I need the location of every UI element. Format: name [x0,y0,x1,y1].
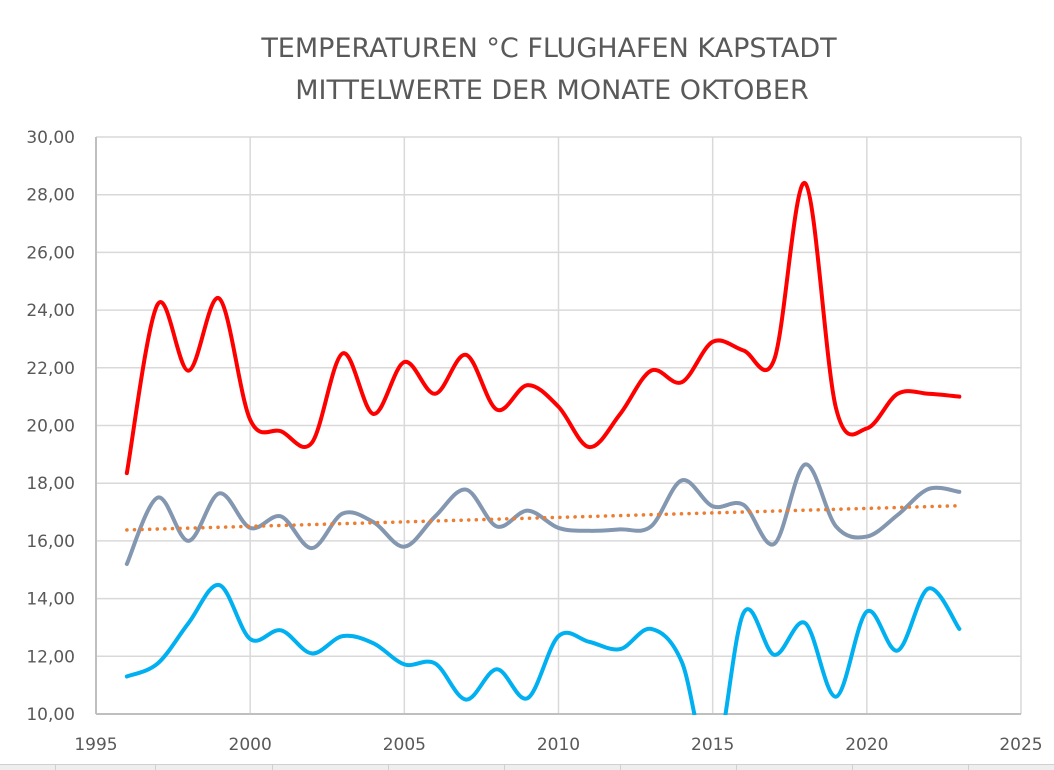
y-tick-label: 22,00 [26,359,75,379]
gridlines [96,136,1022,714]
trendline-mittel [125,503,962,532]
x-tick-label: 2025 [999,735,1042,755]
y-tick-label: 12,00 [26,647,75,667]
axes [95,137,1021,715]
series-line-maximum [124,181,962,476]
y-tick-label: 20,00 [26,417,75,437]
y-tick-label: 26,00 [26,243,75,263]
x-tick-label: 2020 [845,735,888,755]
x-tick-label: 2015 [691,735,734,755]
y-tick-label: 24,00 [26,301,75,321]
y-tick-label: 16,00 [26,532,75,552]
x-tick-label: 2005 [383,735,426,755]
spreadsheet-row-strip [0,764,1054,770]
chart-title-line-1: TEMPERATUREN °C FLUGHAFEN KAPSTADT [260,33,837,64]
y-tick-labels: 10,00 12,00 14,00 16,00 18,00 20,00 22,00 24,00… [26,128,75,725]
x-tick-label: 1995 [74,735,117,755]
series-lines [124,181,962,715]
y-tick-label: 30,00 [26,128,75,148]
chart-title-line-2: MITTELWERTE DER MONATE OKTOBER [295,75,808,106]
x-tick-label: 2000 [229,735,272,755]
y-tick-label: 28,00 [26,186,75,206]
series-line-minimum [124,583,962,715]
y-tick-label: 14,00 [26,590,75,610]
y-tick-label: 10,00 [26,705,75,725]
x-tick-label: 2010 [537,735,580,755]
series-line-mittel [124,462,962,566]
y-tick-label: 18,00 [26,474,75,494]
x-tick-labels: 1995 2000 2005 2010 2015 2020 2025 [74,735,1042,755]
